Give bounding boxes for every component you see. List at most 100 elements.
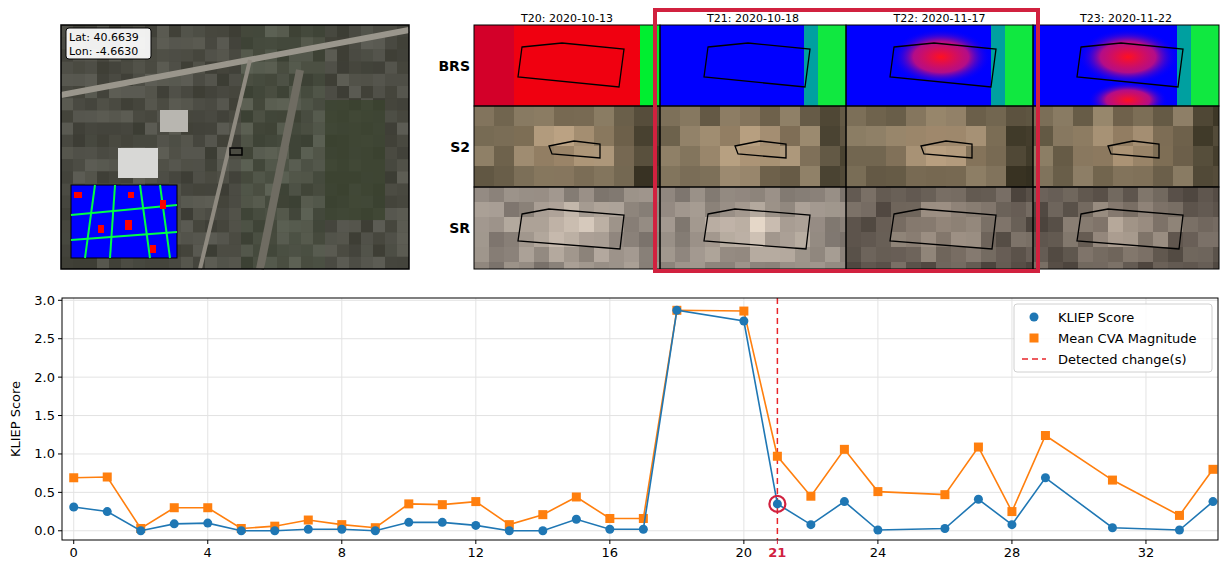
tile-frame — [1033, 187, 1219, 269]
aerial-texture — [265, 257, 277, 269]
sr-pixel — [1093, 217, 1109, 233]
s2-pixel — [1093, 126, 1114, 147]
brs-strip-edge — [1177, 25, 1193, 106]
sr-pixel — [1153, 232, 1169, 248]
aerial-texture — [109, 110, 121, 122]
tick — [341, 540, 342, 544]
sr-pixel — [564, 217, 580, 233]
aerial-texture — [337, 25, 349, 37]
aerial-texture — [205, 147, 217, 159]
x-tick-label: 0 — [70, 545, 78, 560]
data-point — [739, 307, 748, 316]
sr-pixel — [876, 262, 892, 269]
s2-pixel — [800, 106, 821, 127]
s2-pixel — [866, 166, 887, 187]
sr-pixel — [1198, 202, 1214, 218]
aerial-texture — [157, 147, 169, 159]
legend-label: Detected change(s) — [1058, 352, 1187, 367]
aerial-texture — [277, 232, 289, 244]
aerial-texture — [325, 86, 337, 98]
data-point — [1175, 511, 1184, 520]
s2-pixel — [1113, 166, 1134, 187]
legend-box — [1014, 304, 1212, 372]
sr-pixel — [549, 247, 565, 263]
aerial-texture — [301, 184, 313, 196]
tick — [58, 415, 62, 416]
s2-pixel — [700, 146, 721, 167]
sr-pixel — [876, 187, 892, 203]
sr-pixel — [534, 247, 550, 263]
aerial-texture — [109, 123, 121, 135]
s2-pixel — [1093, 106, 1114, 127]
s2-pixel — [820, 166, 841, 187]
tick — [475, 540, 476, 544]
aerial-texture — [169, 147, 181, 159]
aerial-texture — [241, 171, 253, 183]
aerial-texture — [253, 171, 265, 183]
aerial-texture — [289, 147, 301, 159]
s2-pixel — [1073, 126, 1094, 147]
aerial-texture — [397, 220, 409, 232]
road — [200, 60, 250, 269]
aerial-texture — [313, 184, 325, 196]
sr-pixel — [996, 262, 1012, 269]
aerial-texture — [241, 184, 253, 196]
aerial-texture — [229, 74, 241, 86]
data-point — [438, 500, 447, 509]
brs-strip-edge — [804, 25, 820, 106]
aerial-texture — [397, 184, 409, 196]
sr-pixel — [795, 187, 811, 203]
sr-pixel — [720, 187, 736, 203]
tick — [73, 540, 74, 544]
data-point — [940, 490, 949, 499]
aerial-texture — [145, 135, 157, 147]
aerial-texture — [181, 98, 193, 110]
sr-pixel — [825, 187, 841, 203]
aerial-texture — [253, 74, 265, 86]
sr-pixel — [951, 247, 967, 263]
s2-pixel — [1173, 166, 1194, 187]
aerial-texture — [181, 86, 193, 98]
aerial-texture — [217, 49, 229, 61]
aerial-texture — [169, 159, 181, 171]
data-point — [773, 452, 782, 461]
aerial-texture — [193, 123, 205, 135]
sr-pixel — [1183, 232, 1199, 248]
sr-pixel — [1138, 202, 1154, 218]
sr-pixel — [1198, 232, 1214, 248]
sr-pixel — [1063, 262, 1079, 269]
aerial-texture — [241, 25, 253, 37]
s2-pixel — [1193, 166, 1214, 187]
sr-pixel — [765, 187, 781, 203]
aerial-texture — [385, 184, 397, 196]
aerial-texture — [217, 135, 229, 147]
s2-pixel — [740, 166, 761, 187]
aerial-texture — [313, 159, 325, 171]
sr-pixel — [765, 262, 781, 269]
sr-pixel — [594, 217, 610, 233]
legend: KLIEP ScoreMean CVA MagnitudeDetected ch… — [1014, 304, 1212, 372]
target-outline — [230, 148, 242, 155]
sr-pixel — [876, 232, 892, 248]
data-point — [773, 499, 782, 508]
aerial-texture — [313, 208, 325, 220]
aerial-texture — [217, 257, 229, 269]
sr-pixel — [564, 247, 580, 263]
s2-pixel — [1213, 106, 1219, 127]
column-title: T22: 2020-11-17 — [893, 12, 986, 25]
sr-pixel — [936, 262, 952, 269]
tick — [609, 540, 610, 544]
coord-label: Lon: -4.6630 — [69, 45, 138, 58]
aerial-texture — [385, 159, 397, 171]
aerial-texture — [181, 37, 193, 49]
aerial-texture — [205, 184, 217, 196]
sr-pixel — [765, 247, 781, 263]
sr-pixel — [765, 232, 781, 248]
grid-line — [62, 300, 1218, 301]
sr-pixel — [549, 217, 565, 233]
aerial-texture — [229, 196, 241, 208]
sr-pixel — [609, 262, 625, 269]
data-point — [103, 507, 112, 516]
aerial-texture — [253, 37, 265, 49]
s2-pixel — [780, 146, 801, 167]
